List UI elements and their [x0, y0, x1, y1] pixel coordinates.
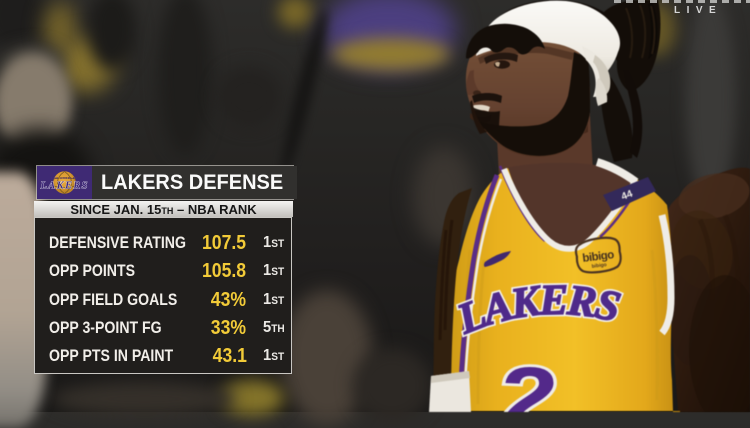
svg-text:2: 2	[501, 350, 558, 412]
svg-text:LOS ANGELES: LOS ANGELES	[51, 176, 78, 180]
svg-text:44: 44	[620, 188, 635, 202]
svg-text:bibigo: bibigo	[582, 249, 615, 265]
svg-text:LAKERS: LAKERS	[40, 181, 88, 192]
svg-text:bibigo: bibigo	[591, 262, 607, 270]
